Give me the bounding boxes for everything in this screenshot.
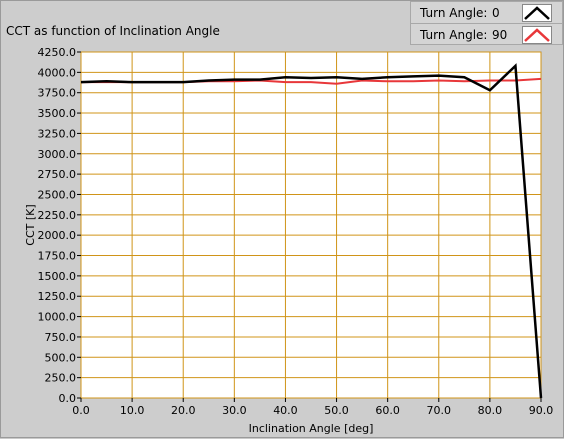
legend-label: Turn Angle: — [420, 6, 488, 20]
x-tick-label: 0.0 — [72, 404, 90, 417]
series-line-0 — [80, 63, 543, 399]
x-tick-label: 40.0 — [273, 404, 298, 417]
y-tick-label: 1000.0 — [38, 311, 77, 324]
x-tick-label: 10.0 — [120, 404, 145, 417]
y-tick-label: 3750.0 — [38, 87, 77, 100]
legend-line-swatch-icon[interactable] — [522, 26, 552, 44]
x-tick-label: 90.0 — [529, 404, 554, 417]
y-tick-label: 4000.0 — [38, 66, 77, 79]
y-tick-label: 1250.0 — [38, 290, 77, 303]
plot-area[interactable] — [80, 51, 542, 399]
y-axis-label: CCT [K] — [24, 204, 37, 245]
legend-item-turn-angle-90[interactable]: Turn Angle: 90 — [411, 24, 562, 45]
y-tick-label: 250.0 — [45, 372, 77, 385]
x-axis-label: Inclination Angle [deg] — [249, 422, 374, 435]
x-tick-label: 70.0 — [427, 404, 452, 417]
y-tick-label: 2750.0 — [38, 168, 77, 181]
x-tick-label: 20.0 — [171, 404, 196, 417]
y-tick-label: 3250.0 — [38, 127, 77, 140]
series-lines — [80, 63, 543, 399]
x-tick-label: 80.0 — [478, 404, 503, 417]
legend-divider — [411, 23, 562, 24]
y-axis-ticks: 0.0 250.0 500.0 750.0 1000.0 1250.0 1500.0 1750… — [38, 46, 81, 405]
y-tick-label: 1500.0 — [38, 270, 77, 283]
y-tick-label: 750.0 — [45, 331, 77, 344]
legend-item-turn-angle-0[interactable]: Turn Angle: 0 — [411, 2, 562, 23]
x-tick-label: 50.0 — [324, 404, 349, 417]
y-tick-label: 0.0 — [59, 392, 77, 405]
y-tick-label: 500.0 — [45, 351, 77, 364]
chart-title: CCT as function of Inclination Angle — [6, 24, 220, 38]
legend-line-swatch-icon[interactable] — [522, 4, 552, 22]
legend-swatch-line — [524, 6, 550, 20]
grid-lines — [80, 51, 542, 399]
y-tick-label: 3000.0 — [38, 148, 77, 161]
x-tick-label: 60.0 — [375, 404, 400, 417]
y-tick-label: 2250.0 — [38, 209, 77, 222]
y-tick-label: 2000.0 — [38, 229, 77, 242]
y-tick-label: 3500.0 — [38, 107, 77, 120]
legend-label: Turn Angle: — [420, 28, 488, 42]
x-axis-ticks: 0.0 10.0 20.0 30.0 40.0 50.0 60.0 70.0 80.0 90.0 — [72, 398, 553, 417]
y-tick-label: 1750.0 — [38, 250, 77, 263]
legend-value: 0 — [492, 6, 500, 20]
plot-legend[interactable]: Turn Angle: 0 Turn Angle: 90 — [410, 1, 563, 45]
y-tick-label: 2500.0 — [38, 188, 77, 201]
legend-swatch-line — [524, 28, 550, 42]
x-tick-label: 30.0 — [222, 404, 247, 417]
legend-value: 90 — [492, 28, 508, 42]
y-tick-label: 4250.0 — [38, 46, 77, 59]
